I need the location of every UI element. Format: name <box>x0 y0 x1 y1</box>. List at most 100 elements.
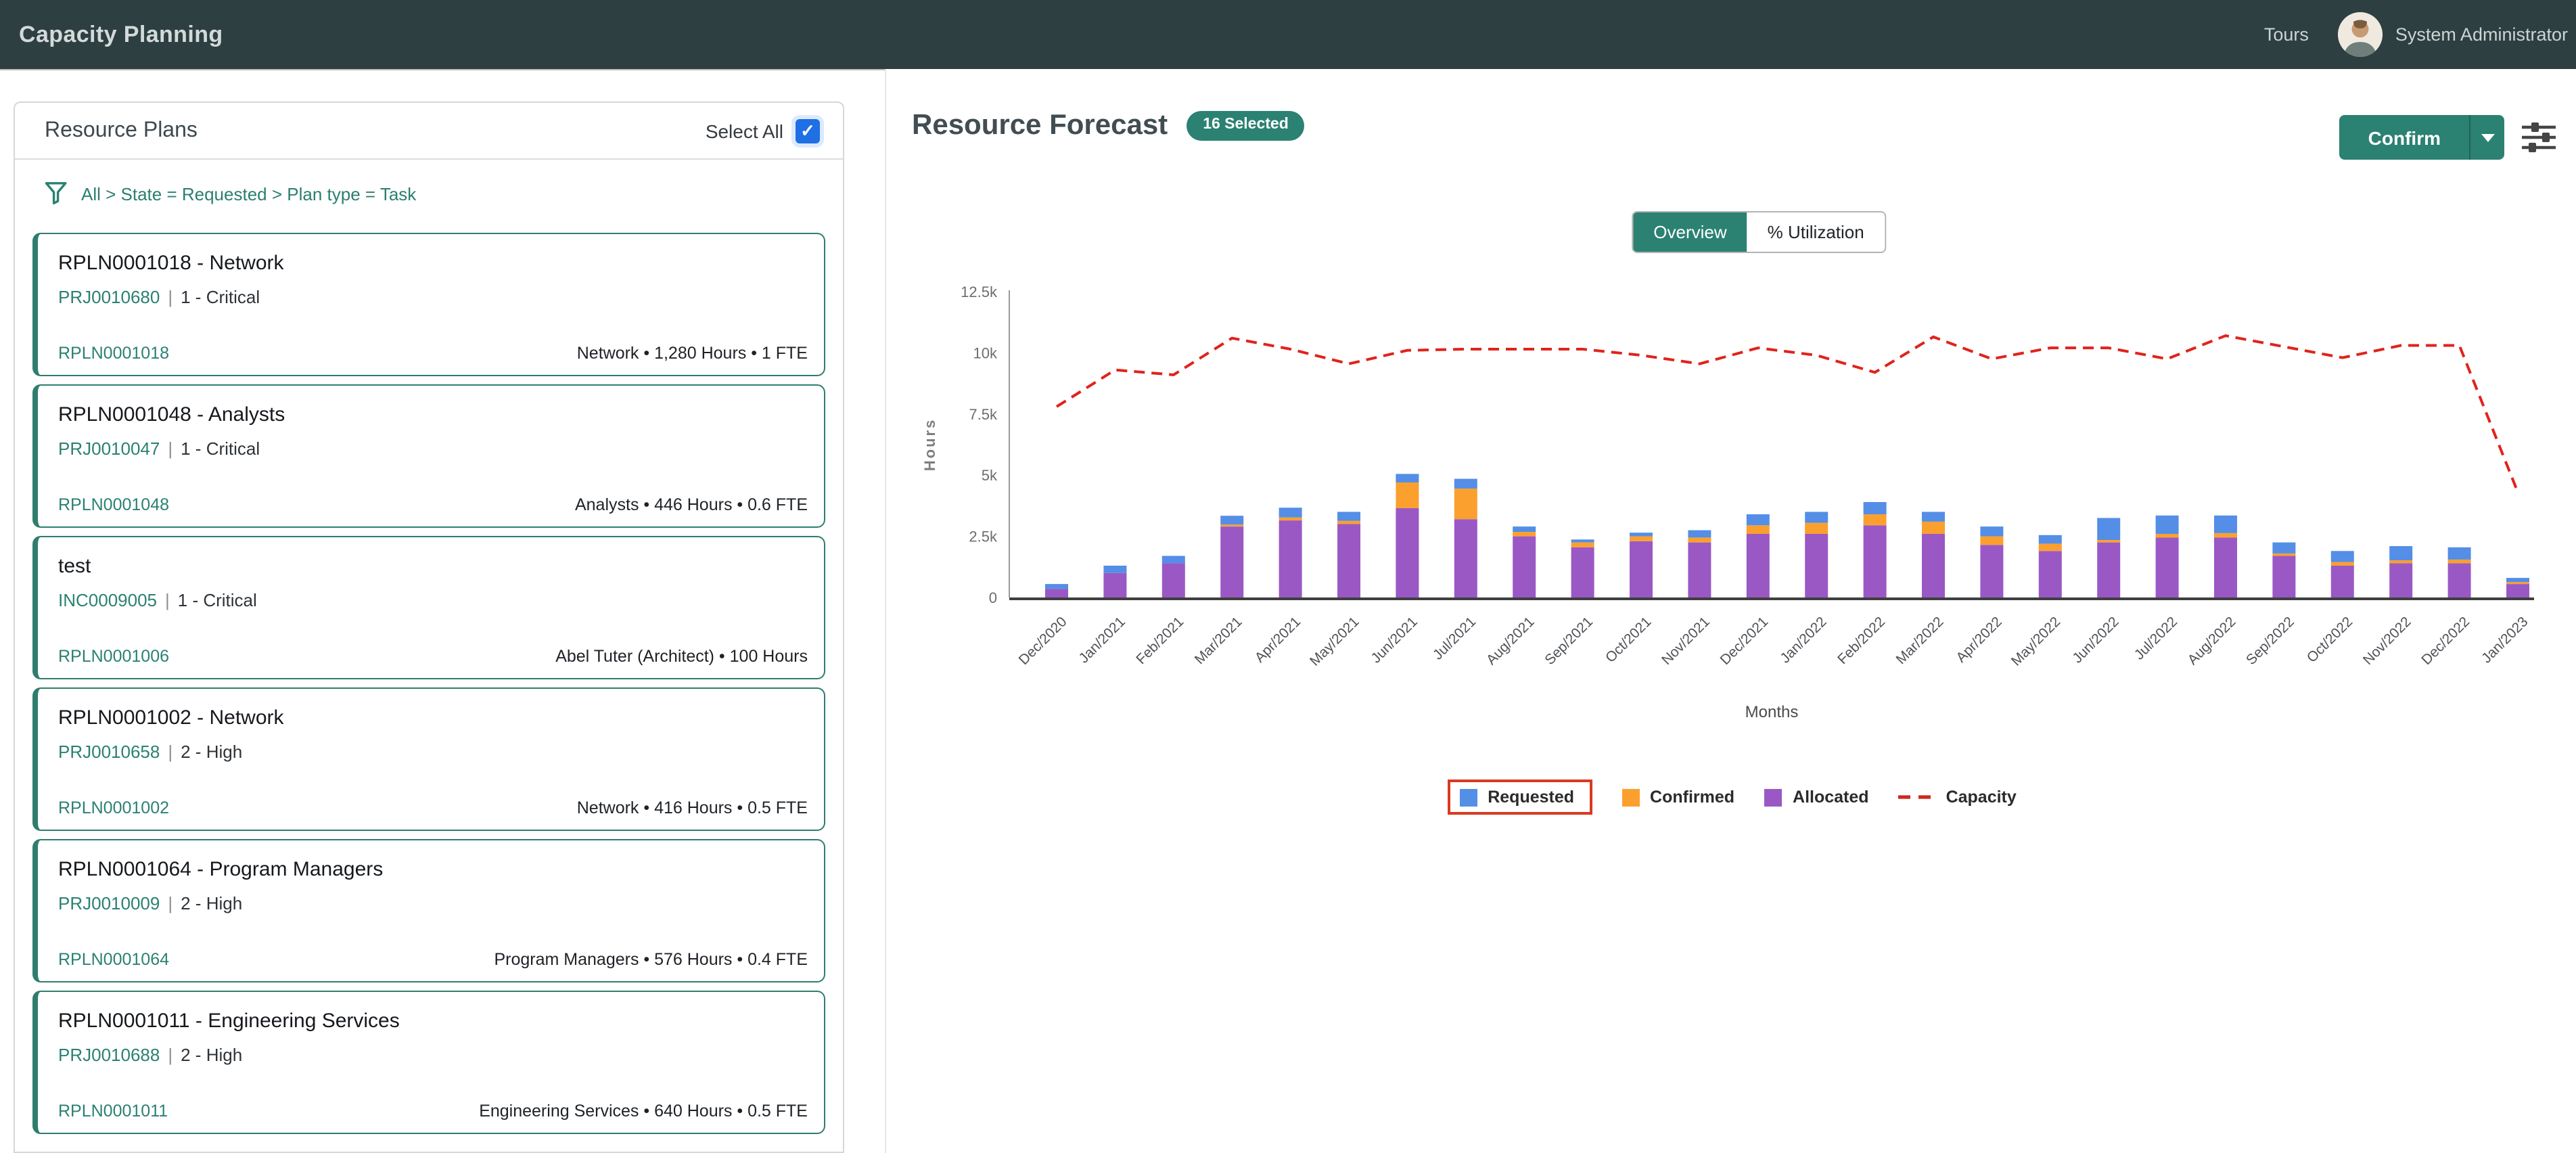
resource-forecast-panel: Resource Forecast 16 Selected Confirm <box>885 69 2576 1153</box>
tours-link[interactable]: Tours <box>2264 24 2309 45</box>
meta-divider: | <box>165 590 170 610</box>
forecast-chart: 0 2.5k 5k 7.5k 10k 12.5k Hours Dec/2020Jan/2021… <box>916 281 2553 755</box>
plan-task-link[interactable]: PRJ0010009 <box>58 893 160 913</box>
user-name[interactable]: System Administrator <box>2395 24 2568 45</box>
resource-plan-card[interactable]: RPLN0001018 - Network PRJ0010680 | 1 - Crit… <box>32 233 825 376</box>
svg-text:Mar/2022: Mar/2022 <box>1893 614 1947 667</box>
plan-task-link[interactable]: INC0009005 <box>58 590 157 610</box>
svg-text:12.5k: 12.5k <box>961 284 998 300</box>
svg-text:Mar/2021: Mar/2021 <box>1192 614 1245 667</box>
svg-text:5k: 5k <box>982 467 998 484</box>
meta-divider: | <box>168 438 172 459</box>
legend-item-capacity[interactable]: Capacity <box>1899 788 2017 807</box>
capacity-planning-app: Capacity Planning Tours System Administr… <box>0 0 2576 1153</box>
plan-number-link[interactable]: RPLN0001002 <box>58 798 169 817</box>
svg-text:Jul/2021: Jul/2021 <box>1430 614 1479 662</box>
plan-summary: Network • 1,280 Hours • 1 FTE <box>577 344 808 363</box>
resource-plan-card[interactable]: RPLN0001002 - NetworkPRJ0010658|2 - High… <box>32 687 825 831</box>
svg-text:Sep/2021: Sep/2021 <box>1542 614 1596 668</box>
plan-task-link[interactable]: PRJ0010680 <box>58 287 160 307</box>
meta-divider: | <box>168 893 172 913</box>
svg-text:Hours: Hours <box>921 418 938 472</box>
svg-text:Feb/2022: Feb/2022 <box>1835 614 1888 667</box>
resource-plan-card[interactable]: RPLN0001064 - Program Managers PRJ0010009… <box>32 839 825 982</box>
svg-text:Jul/2022: Jul/2022 <box>2132 614 2180 662</box>
chart-legend: Requested Confirmed Allocated Capacity <box>886 779 2576 815</box>
svg-text:Jun/2021: Jun/2021 <box>1368 614 1421 666</box>
plan-title: test <box>58 555 805 578</box>
svg-text:Nov/2022: Nov/2022 <box>2360 614 2414 668</box>
tab-utilization[interactable]: % Utilization <box>1747 212 1885 252</box>
svg-text:Apr/2022: Apr/2022 <box>1953 614 2005 666</box>
page-title: Capacity Planning <box>19 21 223 48</box>
resource-plan-card[interactable]: RPLN0001011 - Engineering ServicesPRJ001… <box>32 991 825 1134</box>
svg-text:Jan/2023: Jan/2023 <box>2479 614 2531 666</box>
plan-priority: 1 - Critical <box>178 590 257 610</box>
filter-breadcrumb[interactable]: All > State = Requested > Plan type = Ta… <box>81 183 416 204</box>
svg-text:Aug/2021: Aug/2021 <box>1484 614 1538 668</box>
svg-text:Dec/2021: Dec/2021 <box>1717 614 1771 668</box>
legend-item-allocated[interactable]: Allocated <box>1764 788 1869 807</box>
resource-plans-title: Resource Plans <box>45 118 198 143</box>
svg-text:10k: 10k <box>973 344 998 361</box>
svg-text:Jun/2022: Jun/2022 <box>2069 614 2121 666</box>
plan-number-link[interactable]: RPLN0001064 <box>58 950 169 969</box>
svg-text:Oct/2021: Oct/2021 <box>1603 614 1655 666</box>
svg-text:Dec/2020: Dec/2020 <box>1016 614 1070 668</box>
plan-priority: 2 - High <box>181 1045 242 1065</box>
plan-priority: 2 - High <box>181 893 242 913</box>
plan-summary: Engineering Services • 640 Hours • 0.5 F… <box>479 1102 808 1121</box>
plan-priority: 1 - Critical <box>181 438 260 459</box>
plan-title: RPLN0001048 - Analysts <box>58 403 805 426</box>
legend-item-requested[interactable]: Requested <box>1447 779 1592 815</box>
plan-summary: Program Managers • 576 Hours • 0.4 FTE <box>494 950 808 969</box>
filter-row: All > State = Requested > Plan type = Ta… <box>15 160 843 222</box>
meta-divider: | <box>168 287 172 307</box>
svg-text:Sep/2022: Sep/2022 <box>2243 614 2297 668</box>
capacity-dash-swatch <box>1899 793 1935 801</box>
svg-text:Jan/2021: Jan/2021 <box>1076 614 1128 666</box>
forecast-title: Resource Forecast <box>912 110 1168 142</box>
allocated-swatch <box>1764 788 1782 806</box>
svg-text:2.5k: 2.5k <box>969 528 998 545</box>
chart-settings-icon[interactable] <box>2522 122 2556 153</box>
resource-plan-card[interactable]: testINC0009005|1 - CriticalRPLN0001006Ab… <box>32 536 825 679</box>
svg-text:0: 0 <box>989 589 997 606</box>
plan-task-link[interactable]: PRJ0010658 <box>58 742 160 762</box>
selected-count-badge: 16 Selected <box>1187 112 1305 141</box>
select-all-label: Select All <box>706 120 783 141</box>
select-all-checkbox[interactable]: ✓ <box>796 118 820 143</box>
svg-text:May/2021: May/2021 <box>1307 614 1362 669</box>
svg-text:Nov/2021: Nov/2021 <box>1659 614 1713 668</box>
svg-text:Feb/2021: Feb/2021 <box>1133 614 1187 667</box>
confirmed-swatch <box>1622 788 1639 806</box>
tab-overview[interactable]: Overview <box>1633 212 1747 252</box>
app-header: Capacity Planning Tours System Administr… <box>0 0 2576 69</box>
plan-title: RPLN0001018 - Network <box>58 252 805 275</box>
filter-funnel-icon <box>45 181 68 206</box>
confirm-button[interactable]: Confirm <box>2340 115 2469 160</box>
plan-number-link[interactable]: RPLN0001018 <box>58 344 169 363</box>
confirm-dropdown-button[interactable] <box>2469 115 2504 160</box>
svg-text:7.5k: 7.5k <box>969 406 998 423</box>
plan-number-link[interactable]: RPLN0001006 <box>58 647 169 666</box>
plan-task-link[interactable]: PRJ0010688 <box>58 1045 160 1065</box>
requested-swatch <box>1459 788 1477 806</box>
plan-summary: Network • 416 Hours • 0.5 FTE <box>577 798 808 817</box>
plan-task-link[interactable]: PRJ0010047 <box>58 438 160 459</box>
avatar[interactable] <box>2339 12 2383 57</box>
confirm-split-button: Confirm <box>2340 115 2504 160</box>
plan-number-link[interactable]: RPLN0001048 <box>58 495 169 514</box>
resource-plans-panel: Resource Plans Select All ✓ All > State … <box>14 101 844 1153</box>
svg-text:Jan/2022: Jan/2022 <box>1777 614 1829 666</box>
plan-number-link[interactable]: RPLN0001011 <box>58 1102 168 1121</box>
plan-priority: 2 - High <box>181 742 242 762</box>
meta-divider: | <box>168 742 172 762</box>
forecast-view-tabs: Overview % Utilization <box>1632 211 1885 253</box>
resource-plans-list: RPLN0001018 - Network PRJ0010680 | 1 - Crit… <box>15 222 843 1134</box>
resource-plan-card[interactable]: RPLN0001048 - Analysts PRJ0010047 | 1 - Cri… <box>32 384 825 528</box>
chevron-down-icon <box>2481 133 2494 141</box>
plan-title: RPLN0001064 - Program Managers <box>58 858 805 881</box>
plan-priority: 1 - Critical <box>181 287 260 307</box>
legend-item-confirmed[interactable]: Confirmed <box>1622 788 1734 807</box>
